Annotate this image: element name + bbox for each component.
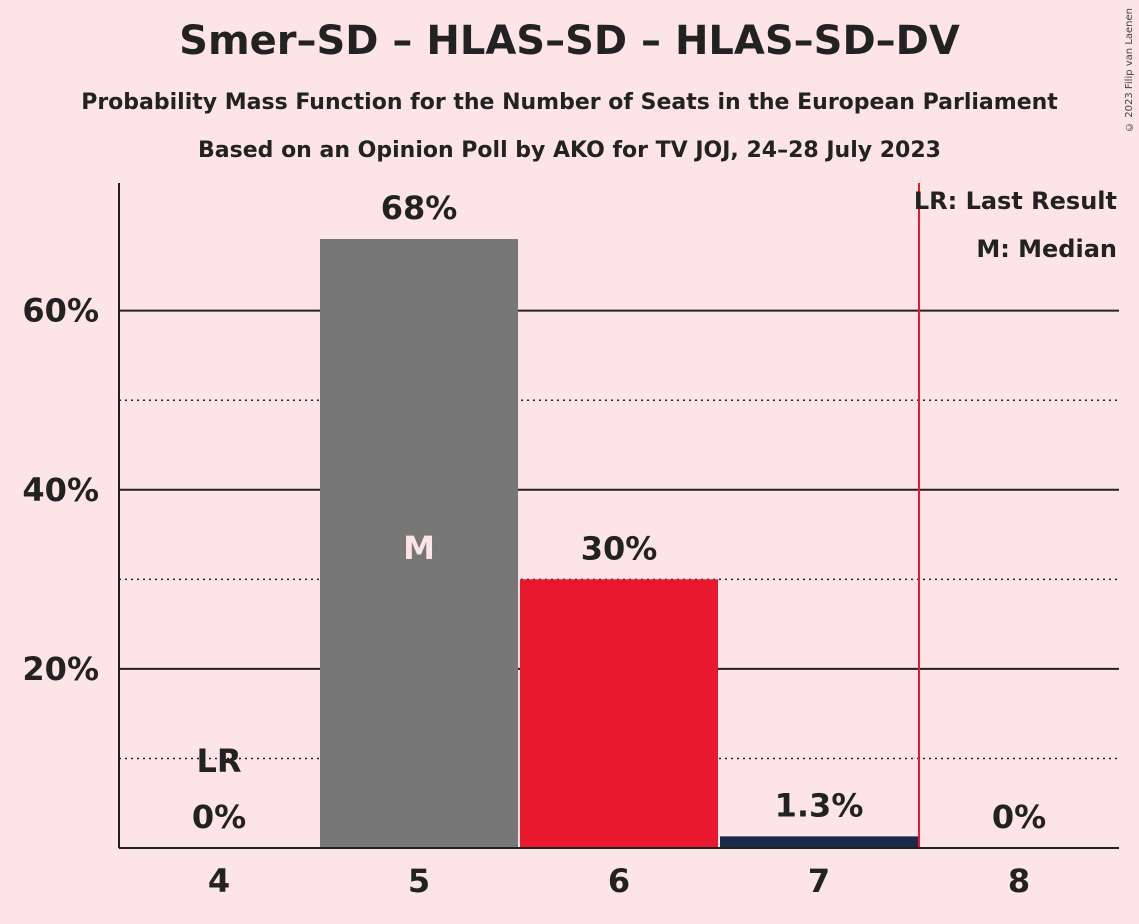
x-tick-label-7: 7	[808, 862, 830, 900]
bar-7	[720, 836, 918, 848]
x-tick-label-8: 8	[1008, 862, 1030, 900]
y-tick-label: 40%	[22, 471, 99, 509]
value-label-7: 1.3%	[775, 786, 864, 824]
bar-6	[520, 579, 718, 848]
y-tick-label: 60%	[22, 292, 99, 330]
value-labels: 0% 68% 30% 1.3% 0% M LR	[192, 189, 1046, 836]
chart-title: Smer–SD – HLAS–SD – HLAS–SD–DV	[179, 18, 960, 64]
last-result-marker: LR	[196, 742, 241, 780]
value-label-4: 0%	[192, 798, 246, 836]
x-tick-label-5: 5	[408, 862, 430, 900]
x-tick-label-6: 6	[608, 862, 630, 900]
chart-source: Based on an Opinion Poll by AKO for TV J…	[198, 138, 941, 163]
bars	[320, 239, 918, 848]
legend-last-result: LR: Last Result	[914, 187, 1117, 215]
y-tick-label: 20%	[22, 650, 99, 688]
median-marker: M	[403, 529, 435, 567]
value-label-5: 68%	[381, 189, 458, 227]
legend-median: M: Median	[976, 235, 1117, 263]
value-label-8: 0%	[992, 798, 1046, 836]
value-label-6: 30%	[581, 529, 658, 567]
bar-5	[320, 239, 518, 848]
x-tick-label-4: 4	[208, 862, 230, 900]
axes: 20% 40% 60% 4 5 6 7 8	[22, 183, 1119, 900]
chart-subtitle: Probability Mass Function for the Number…	[81, 90, 1058, 115]
